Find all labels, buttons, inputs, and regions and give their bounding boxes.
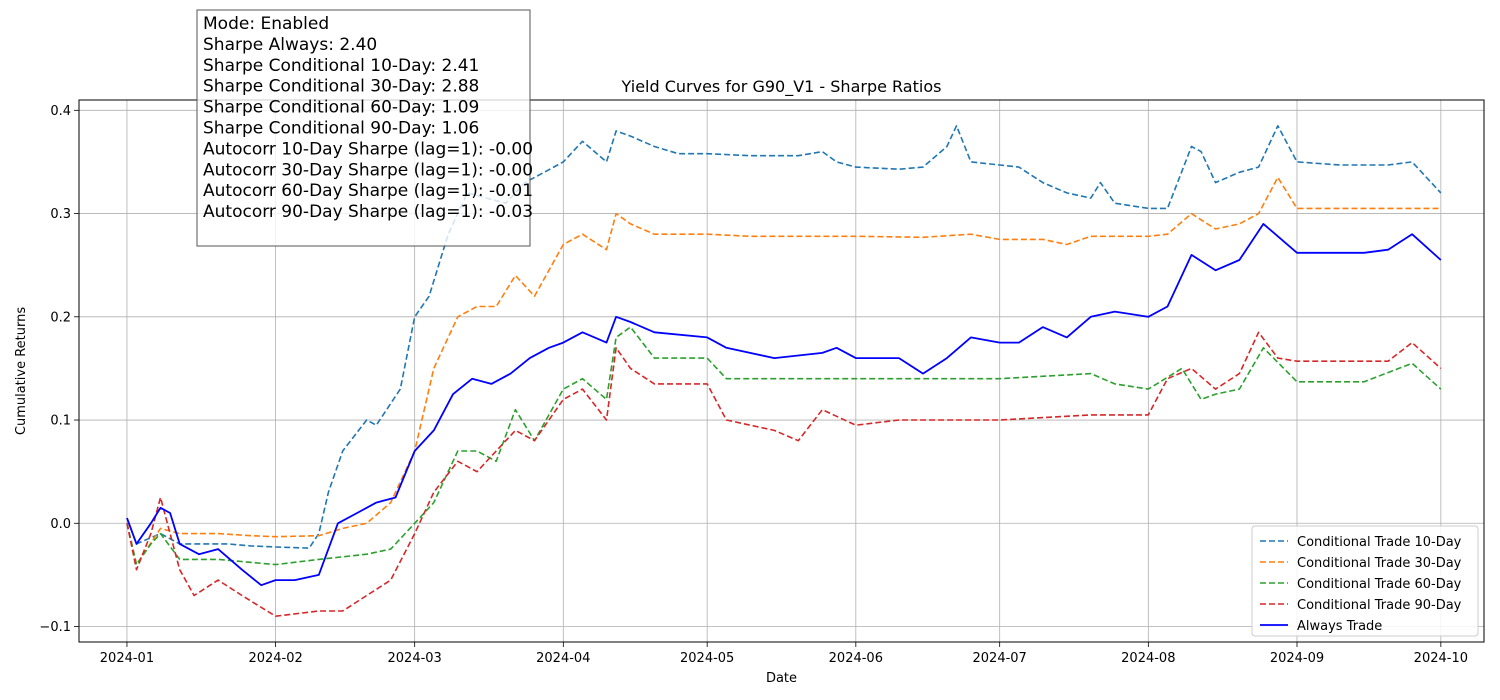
stats-line: Sharpe Conditional 90-Day: 1.06 [203, 119, 479, 139]
stats-line: Autocorr 90-Day Sharpe (lag=1): -0.03 [203, 202, 533, 222]
y-tick-label: 0.1 [50, 414, 71, 429]
stats-line: Autocorr 30-Day Sharpe (lag=1): -0.00 [203, 160, 533, 180]
x-tick-label: 2024-04 [536, 651, 590, 666]
y-axis-label: Cumulative Returns [14, 307, 29, 435]
legend-label: Always Trade [1297, 619, 1382, 634]
legend: Conditional Trade 10-Day Conditional Trad… [1251, 525, 1479, 637]
series-line-2 [126, 176, 1441, 566]
axis-ticks: 2024-01 2024-02 2024-03 2024-04 2024-05 2024-… [39, 104, 1468, 666]
chart-title: Yield Curves for G90_V1 - Sharpe Ratios [621, 77, 942, 97]
stats-line: Sharpe Conditional 30-Day: 2.88 [203, 77, 479, 97]
series-lines [126, 125, 1442, 618]
stats-line: Sharpe Conditional 10-Day: 2.41 [203, 56, 479, 76]
x-tick-label: 2024-05 [680, 651, 734, 666]
series-line-5 [126, 222, 1442, 587]
stats-line: Autocorr 60-Day Sharpe (lag=1): -0.01 [203, 181, 533, 201]
stats-line: Mode: Enabled [203, 14, 329, 34]
stats-line: Autocorr 10-Day Sharpe (lag=1): -0.00 [203, 139, 533, 159]
x-tick-label: 2024-09 [1270, 651, 1324, 666]
grid [79, 100, 1484, 642]
y-tick-label: 0.4 [50, 104, 71, 119]
y-tick-label: −0.1 [39, 620, 71, 635]
y-tick-label: 0.3 [50, 207, 71, 222]
legend-box [1251, 525, 1479, 637]
x-tick-label: 2024-06 [829, 651, 883, 666]
legend-label: Conditional Trade 10-Day [1297, 535, 1462, 550]
x-tick-label: 2024-08 [1121, 651, 1175, 666]
y-tick-label: 0.0 [50, 517, 71, 532]
plot-frame [78, 99, 1485, 643]
x-axis-label: Date [766, 671, 797, 686]
legend-label: Conditional Trade 90-Day [1297, 598, 1462, 613]
x-tick-label: 2024-07 [973, 651, 1027, 666]
x-tick-label: 2024-10 [1414, 651, 1468, 666]
legend-label: Conditional Trade 30-Day [1297, 556, 1462, 571]
legend-label: Conditional Trade 60-Day [1297, 577, 1462, 592]
x-tick-label: 2024-01 [100, 651, 154, 666]
series-line-1 [126, 125, 1442, 549]
x-tick-label: 2024-03 [388, 651, 442, 666]
stats-box-frame [196, 9, 531, 247]
series-line-4 [126, 331, 1442, 618]
y-tick-label: 0.2 [50, 310, 71, 325]
stats-line: Sharpe Always: 2.40 [203, 35, 377, 55]
series-line-3 [126, 326, 1442, 566]
x-tick-label: 2024-02 [248, 651, 302, 666]
stats-line: Sharpe Conditional 60-Day: 1.09 [203, 98, 479, 118]
